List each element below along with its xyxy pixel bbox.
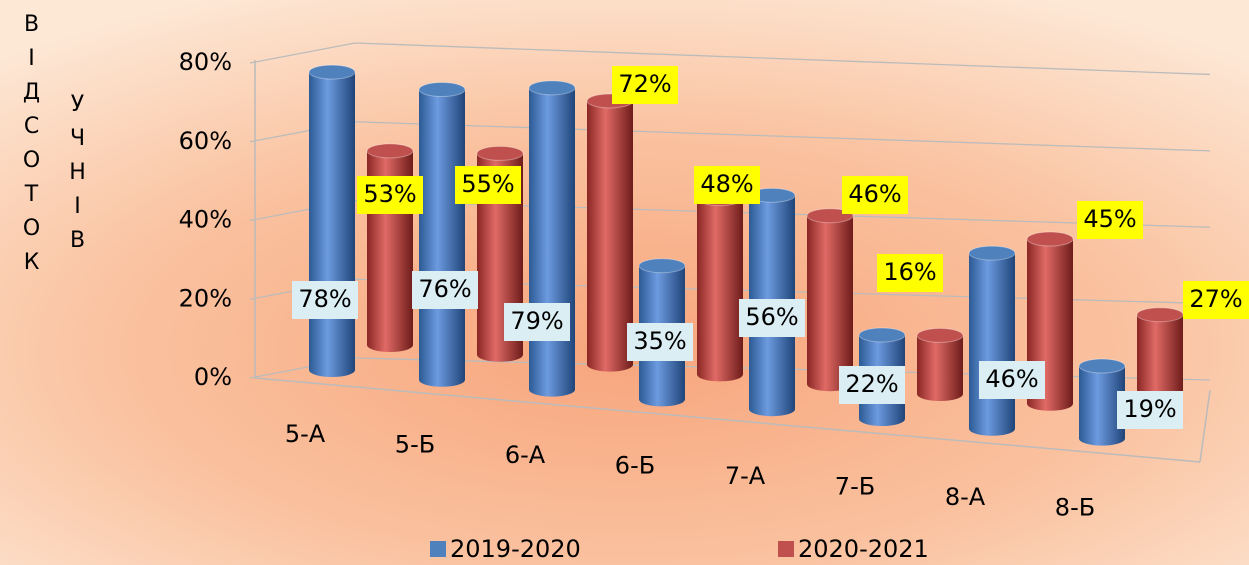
grid-line	[249, 42, 1211, 76]
bar-top	[1026, 231, 1074, 247]
legend-swatch	[430, 541, 446, 557]
data-label: 35%	[633, 327, 686, 355]
data-label-box	[979, 361, 1045, 399]
legend-label: 2019-2020	[450, 535, 581, 563]
data-label-box	[612, 66, 678, 104]
data-label: 53%	[363, 180, 416, 208]
data-label-box	[455, 166, 521, 204]
y-tick-label: 20%	[179, 284, 232, 312]
data-label: 48%	[700, 170, 753, 198]
bar-top	[308, 64, 356, 80]
x-tick-label: 5-А	[285, 420, 326, 448]
bar	[308, 64, 356, 378]
bar	[968, 245, 1016, 436]
y-axis-label: УЧНІВ	[65, 92, 90, 262]
data-label: 22%	[845, 370, 898, 398]
data-label: 46%	[985, 365, 1038, 393]
data-label-box	[412, 271, 478, 309]
x-tick-label: 8-Б	[1055, 494, 1095, 522]
legend-swatch	[778, 541, 794, 557]
bar-body	[917, 335, 963, 401]
data-label: 45%	[1083, 205, 1136, 233]
data-label-box	[504, 303, 570, 341]
bar-top	[528, 80, 576, 96]
x-tick-label: 6-А	[505, 441, 546, 469]
data-label-box	[357, 176, 423, 214]
bar	[586, 93, 634, 372]
data-label-box	[627, 323, 693, 361]
data-label: 16%	[883, 258, 936, 286]
bar-top	[1136, 307, 1184, 323]
bar-top	[968, 245, 1016, 261]
bar-body	[419, 89, 465, 387]
bar-top	[418, 82, 466, 98]
data-label-box	[842, 176, 908, 214]
bar-top	[806, 208, 854, 224]
bar-body	[807, 215, 853, 392]
data-label-box	[1077, 201, 1143, 239]
bar-body	[1079, 366, 1125, 446]
bar-top	[366, 143, 414, 159]
x-tick-label: 5-Б	[395, 431, 435, 459]
data-label-box	[292, 281, 358, 319]
y-tick-label: 0%	[194, 363, 232, 391]
floor-edge	[1199, 389, 1211, 463]
bar	[528, 80, 576, 397]
bar-top	[916, 327, 964, 343]
y-axis-label: ВІДСОТОК	[19, 12, 44, 284]
bar	[366, 143, 414, 352]
x-tick-label: 6-Б	[615, 452, 655, 480]
x-tick-label: 8-А	[945, 483, 986, 511]
bar	[916, 327, 964, 401]
bar-body	[529, 87, 575, 397]
bar-body	[697, 198, 743, 382]
bar-top	[858, 327, 906, 343]
bar-top	[1078, 358, 1126, 374]
bar	[1078, 358, 1126, 446]
x-tick-label: 7-А	[725, 462, 766, 490]
x-tick-label: 7-Б	[835, 473, 875, 501]
data-label-box	[1117, 391, 1183, 429]
data-label: 46%	[848, 180, 901, 208]
y-tick-label: 80%	[179, 48, 232, 76]
data-label: 76%	[418, 275, 471, 303]
bar	[418, 82, 466, 387]
data-label-box	[839, 366, 905, 404]
data-label: 27%	[1189, 285, 1242, 313]
bar-top	[476, 145, 524, 161]
y-tick-label: 60%	[179, 127, 232, 155]
bar	[696, 191, 744, 382]
bar-body	[969, 253, 1015, 436]
data-label-box	[739, 299, 805, 337]
floor-edge	[254, 377, 1201, 463]
data-label: 78%	[298, 285, 351, 313]
data-label-box	[877, 254, 943, 292]
data-label-box	[1183, 281, 1249, 319]
bar-body	[309, 72, 355, 378]
data-label-box	[694, 166, 760, 204]
y-tick-label: 40%	[179, 206, 232, 234]
legend-label: 2020-2021	[798, 535, 929, 563]
data-label: 56%	[745, 303, 798, 331]
data-label: 79%	[510, 307, 563, 335]
data-label: 19%	[1123, 395, 1176, 423]
bar	[806, 208, 854, 392]
bar-top	[638, 258, 686, 274]
data-label: 72%	[618, 70, 671, 98]
data-label: 55%	[461, 170, 514, 198]
bar-body	[587, 100, 633, 372]
